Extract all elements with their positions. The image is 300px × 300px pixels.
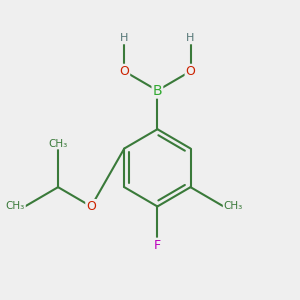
Text: O: O [86,200,96,213]
Text: CH₃: CH₃ [6,202,25,212]
Text: O: O [186,65,196,78]
Text: B: B [153,84,162,98]
Text: H: H [120,33,128,43]
Text: H: H [186,33,195,43]
Text: O: O [119,65,129,78]
Text: F: F [154,238,161,252]
Text: CH₃: CH₃ [48,139,68,148]
Text: CH₃: CH₃ [224,202,243,212]
